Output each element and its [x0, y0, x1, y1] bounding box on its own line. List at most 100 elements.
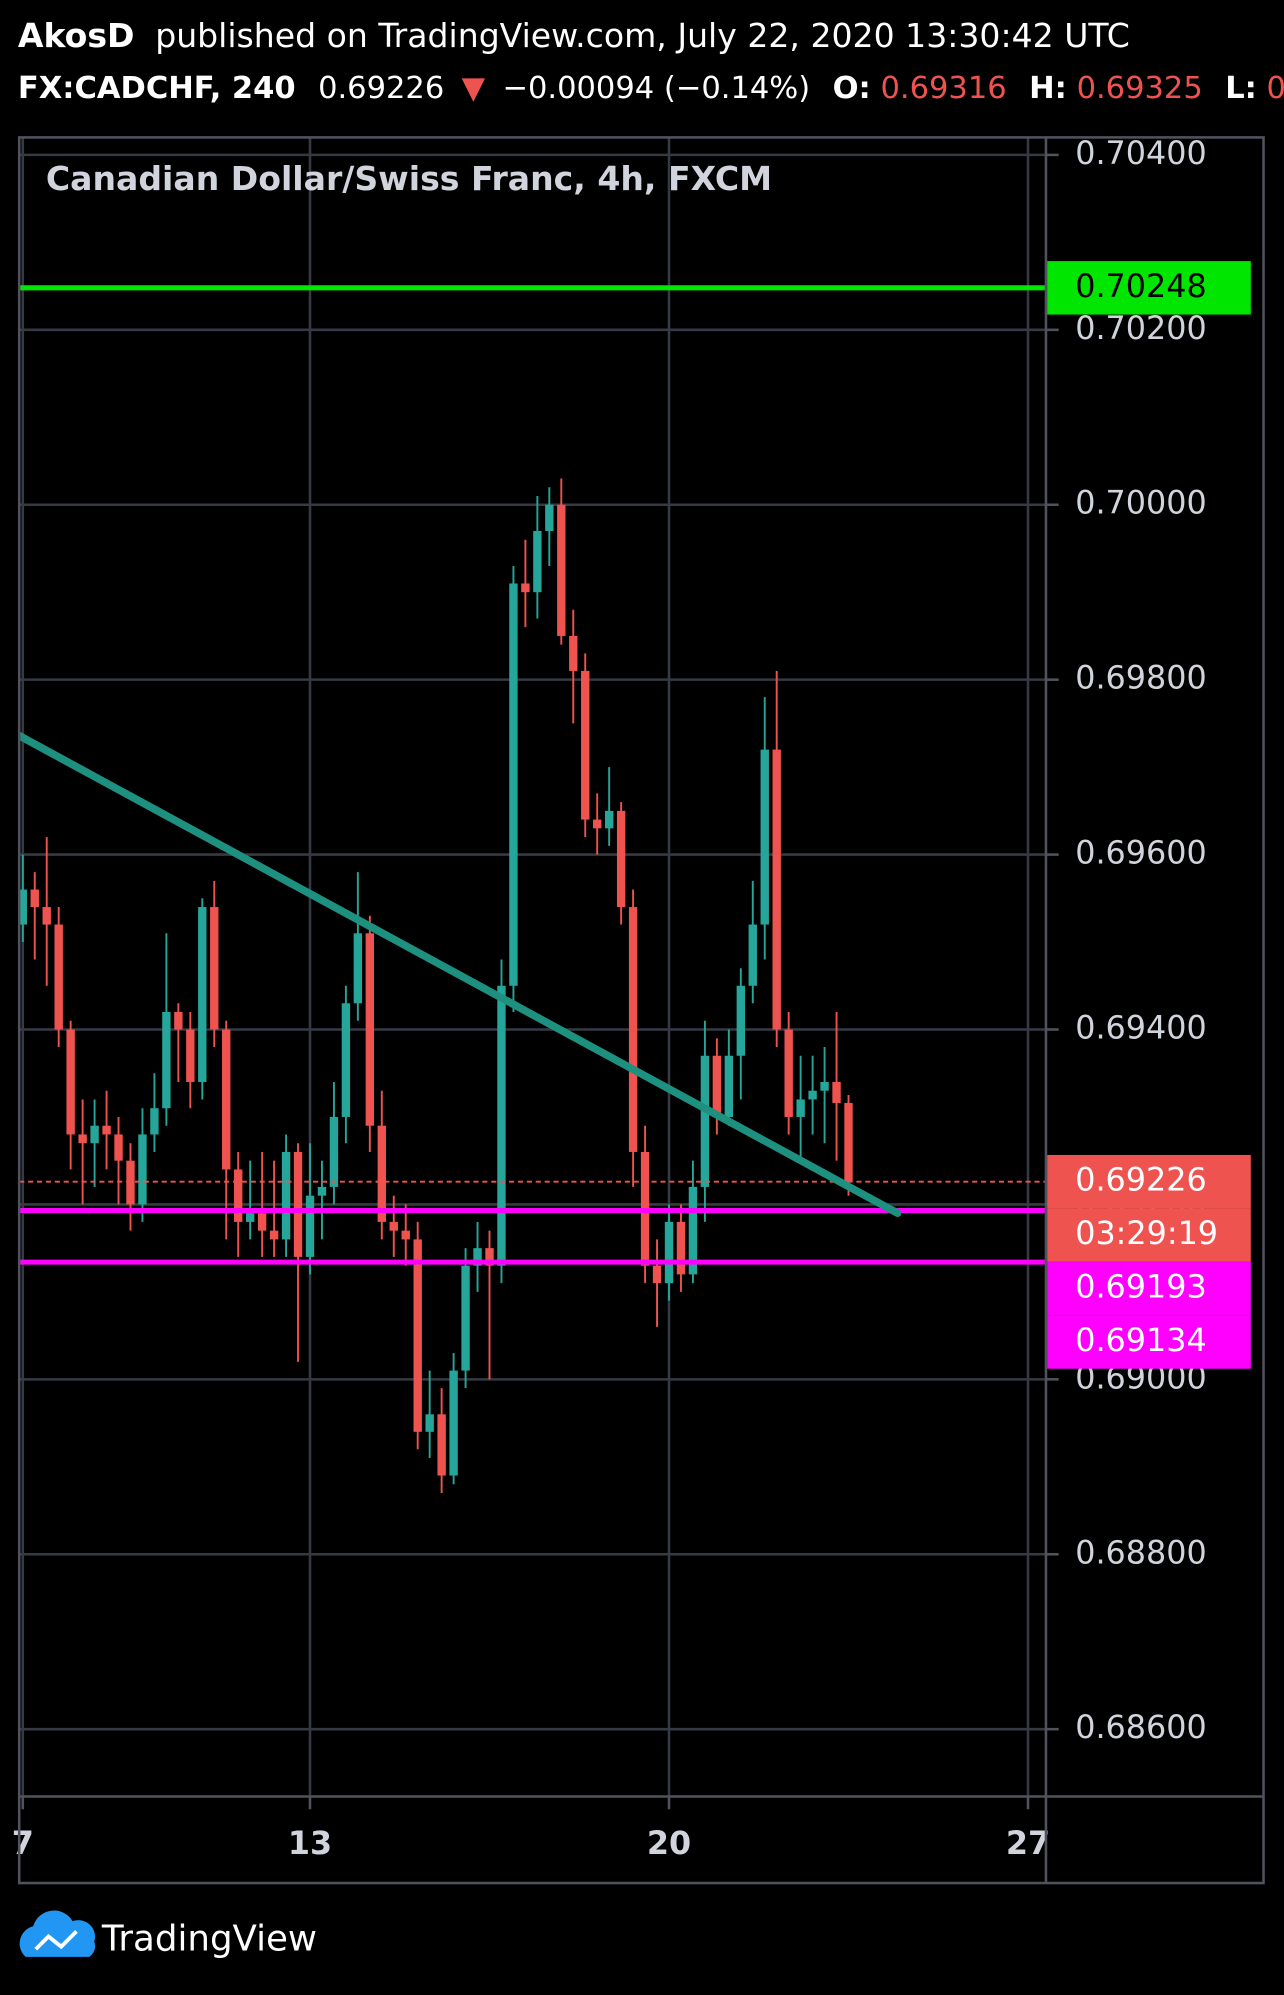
y-tick-label: 0.70000	[1075, 485, 1207, 522]
candle-body	[389, 1221, 398, 1231]
candle-body	[210, 907, 219, 1030]
price-label: 0.69226	[1075, 1162, 1207, 1199]
candle-body	[808, 1090, 817, 1100]
candle-body	[257, 1213, 267, 1231]
logo-line	[34, 1930, 78, 1951]
candle-body	[449, 1370, 458, 1476]
candle-body	[461, 1265, 470, 1371]
y-tick-label: 0.70200	[1075, 310, 1207, 347]
y-tick-label: 0.68800	[1075, 1534, 1207, 1571]
candle-body	[736, 985, 745, 1056]
candle-body	[509, 583, 518, 986]
price-label-box	[1047, 1154, 1251, 1209]
high-value: 0.69325	[1077, 71, 1203, 106]
candle-body	[593, 819, 602, 829]
candle-body	[245, 1213, 255, 1222]
candle-body	[724, 1055, 734, 1117]
price-label: 0.69134	[1075, 1322, 1207, 1359]
change: −0.00094 (−0.14%)	[502, 71, 810, 106]
candle-body	[341, 1003, 351, 1117]
candle-body	[820, 1081, 829, 1091]
candle-body	[485, 1248, 494, 1266]
y-tick-label: 0.70400	[1075, 135, 1207, 172]
candle-body	[198, 907, 207, 1082]
candle-body	[616, 810, 626, 908]
low-label: L:	[1225, 71, 1257, 106]
trendline	[19, 731, 902, 1217]
chart-title: Canadian Dollar/Swiss Franc, 4h, FXCM	[46, 159, 772, 198]
candle-body	[78, 1134, 87, 1144]
candle-body	[281, 1151, 291, 1240]
candle-body	[114, 1134, 123, 1161]
price-label-box	[1047, 261, 1251, 315]
low-value: 0	[1267, 71, 1284, 106]
candle-body	[604, 810, 614, 829]
candle-body	[293, 1151, 303, 1257]
candle-body	[30, 889, 39, 908]
candle-body	[688, 1186, 698, 1275]
brand: TradingView	[101, 1918, 317, 1959]
candle-body	[353, 933, 363, 1004]
candle-body	[700, 1055, 710, 1187]
candle-body	[222, 1029, 231, 1170]
candle-body	[186, 1029, 195, 1082]
author: AkosD	[18, 15, 135, 54]
candle-body	[832, 1081, 841, 1103]
price-label-box	[1047, 1315, 1251, 1369]
candle-body	[138, 1134, 147, 1205]
candle-body	[844, 1102, 853, 1182]
candle-body	[365, 933, 375, 1126]
candle-body	[664, 1221, 674, 1284]
candle-body	[569, 635, 578, 671]
overlay	[19, 285, 1046, 1265]
candle-body	[772, 749, 781, 1030]
price-label-box	[1047, 1208, 1251, 1262]
candle-body	[401, 1230, 410, 1240]
x-tick-label: 7	[12, 1825, 34, 1862]
open-value: 0.69316	[880, 71, 1006, 106]
candle-body	[760, 749, 769, 925]
candle-body	[102, 1125, 111, 1135]
candle-body	[748, 924, 757, 986]
candle-body	[19, 889, 27, 925]
publish-line: AkosD published on TradingView.com, July…	[18, 15, 1130, 54]
candle-body	[533, 530, 542, 593]
candle-body	[437, 1414, 446, 1476]
candle-body	[581, 670, 590, 820]
x-tick-label: 20	[647, 1825, 691, 1862]
published: published on TradingView.com, July 22, 2…	[155, 15, 1130, 54]
candle-body	[269, 1230, 279, 1240]
candle-body	[234, 1169, 243, 1222]
open-label: O:	[833, 71, 871, 106]
symbol-line: FX:CADCHF, 240 0.69226 ▼ −0.00094 (−0.14…	[18, 71, 1284, 106]
candle-body	[425, 1414, 434, 1432]
price-label: 0.70248	[1075, 268, 1207, 305]
candle-body	[557, 504, 566, 636]
candle-body	[676, 1221, 686, 1275]
candle-body	[90, 1125, 99, 1144]
candle-body	[162, 1012, 171, 1109]
candle-body	[174, 1012, 183, 1030]
candle-body	[473, 1248, 482, 1266]
y-tick-label: 0.69600	[1075, 835, 1207, 872]
candle-body	[521, 583, 530, 593]
candle-body	[413, 1239, 422, 1432]
candle-body	[54, 924, 63, 1030]
y-tick-label: 0.69800	[1075, 660, 1207, 697]
symbol: FX:CADCHF, 240	[18, 71, 296, 106]
candle-body	[796, 1099, 805, 1117]
candle-body	[784, 1029, 793, 1117]
price-label: 03:29:19	[1075, 1215, 1218, 1252]
candle-body	[497, 985, 506, 1266]
price-label-box	[1047, 1261, 1251, 1316]
y-tick-label: 0.68600	[1075, 1709, 1207, 1746]
candle-body	[712, 1055, 722, 1117]
candle-body	[42, 907, 51, 925]
candle-body	[305, 1195, 315, 1257]
candle-body	[545, 504, 554, 531]
candle-body	[628, 907, 638, 1152]
y-tick-label: 0.69400	[1075, 1009, 1207, 1046]
candle-body	[66, 1029, 75, 1135]
logo	[19, 1910, 96, 1957]
